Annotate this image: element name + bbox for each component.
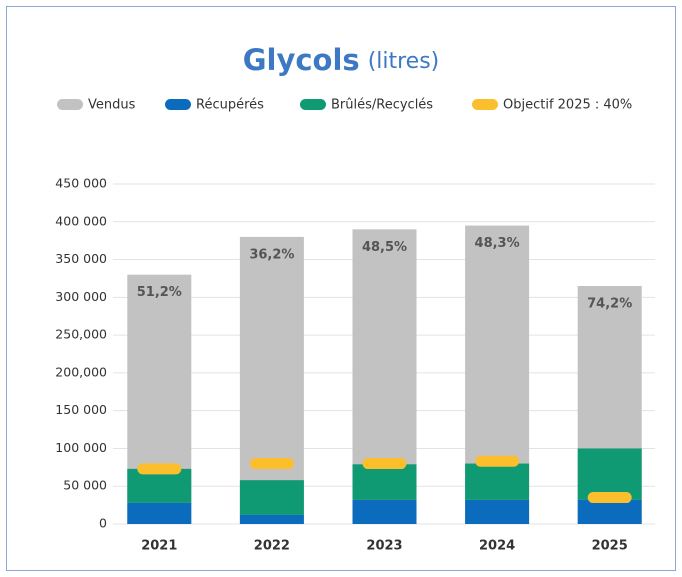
- rate-label: 36,2%: [249, 247, 294, 262]
- chart-title-group: Glycols (litres): [243, 43, 440, 77]
- target-marker: [475, 455, 520, 467]
- legend-swatch: [472, 99, 498, 110]
- chart-subtitle: (litres): [368, 49, 440, 74]
- rate-label: 48,3%: [475, 236, 520, 251]
- rate-label: 74,2%: [587, 297, 632, 312]
- y-tick-label: 350 000: [55, 251, 107, 266]
- legend-swatch: [57, 99, 83, 110]
- legend-swatch: [300, 99, 326, 110]
- bar-segment: [239, 480, 304, 515]
- y-tick-label: 50 000: [63, 478, 107, 493]
- y-tick-label: 250,000: [55, 327, 107, 342]
- legend-swatch: [165, 99, 191, 110]
- bar-segment: [465, 463, 530, 500]
- bar-total: [239, 236, 304, 524]
- x-tick-label: 2023: [366, 539, 402, 554]
- rate-label: 51,2%: [137, 285, 182, 300]
- x-tick-label: 2021: [141, 539, 177, 554]
- target-marker: [587, 492, 632, 504]
- target-marker: [362, 458, 407, 470]
- target-marker: [249, 458, 294, 470]
- bar-segment: [127, 502, 192, 524]
- bar-segment: [577, 448, 642, 500]
- y-tick-label: 300 000: [55, 289, 107, 304]
- y-tick-label: 150 000: [55, 402, 107, 417]
- legend-label: Brûlés/Recyclés: [331, 98, 433, 113]
- y-tick-label: 0: [99, 516, 107, 531]
- bar-segment: [577, 499, 642, 524]
- legend-label: Récupérés: [196, 98, 264, 113]
- y-tick-label: 100 000: [55, 440, 107, 455]
- x-tick-label: 2022: [254, 539, 290, 554]
- frame: [6, 6, 676, 571]
- legend-label: Objectif 2025 : 40%: [503, 98, 632, 113]
- target-marker: [137, 463, 182, 475]
- bar-segment: [239, 514, 304, 524]
- bar-segment: [352, 464, 417, 500]
- y-tick-label: 400 000: [55, 213, 107, 228]
- chart-title: Glycols: [243, 43, 360, 77]
- y-tick-label: 450 000: [55, 176, 107, 191]
- bar-segment: [127, 468, 192, 503]
- legend-label: Vendus: [88, 98, 136, 113]
- bar-segment: [352, 499, 417, 524]
- rate-label: 48,5%: [362, 240, 407, 255]
- bar-segment: [465, 499, 530, 524]
- y-tick-label: 200,000: [55, 364, 107, 379]
- x-tick-label: 2025: [592, 539, 628, 554]
- x-tick-label: 2024: [479, 539, 515, 554]
